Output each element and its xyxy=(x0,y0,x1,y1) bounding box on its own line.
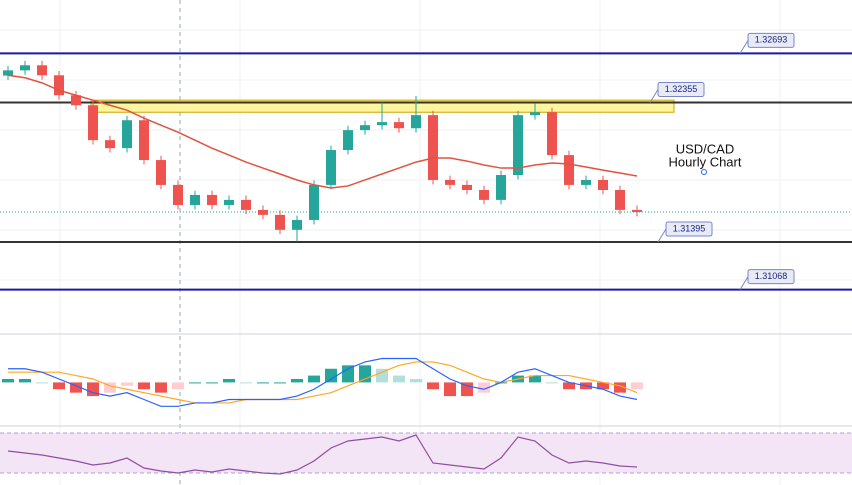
histogram-bar xyxy=(155,382,167,393)
histogram-bar xyxy=(240,382,252,384)
candle-body xyxy=(3,70,13,76)
histogram-bar xyxy=(206,382,218,384)
candle-body xyxy=(462,184,472,191)
level-label-box xyxy=(747,32,795,48)
candle-body xyxy=(632,209,642,212)
candle-body xyxy=(411,115,421,129)
candle-body xyxy=(360,125,370,131)
label-leader xyxy=(657,228,667,243)
chart-annotation: USD/CAD xyxy=(676,141,735,156)
candle-body xyxy=(547,112,557,156)
level-label-box xyxy=(657,81,705,97)
candle-body xyxy=(598,179,608,191)
histogram-bar xyxy=(257,382,269,384)
candle-body xyxy=(54,75,64,96)
histogram-bar xyxy=(427,382,439,390)
histogram-bar xyxy=(104,382,116,393)
candle-body xyxy=(105,140,115,149)
histogram-bar xyxy=(563,382,575,390)
histogram-bar xyxy=(274,382,286,384)
histogram-bar xyxy=(2,379,14,383)
chart-annotation: Hourly Chart xyxy=(669,154,742,169)
histogram-bar xyxy=(393,375,405,383)
signal-line xyxy=(8,361,638,404)
candle-body xyxy=(139,120,149,161)
histogram-bar xyxy=(342,365,354,383)
histogram-bar xyxy=(614,382,626,393)
candle-body xyxy=(224,199,234,205)
candle-body xyxy=(20,65,30,71)
macd-line xyxy=(8,357,638,407)
candle-body xyxy=(479,190,489,200)
histogram-bar xyxy=(172,382,184,390)
histogram-bar xyxy=(478,382,490,393)
candle-body xyxy=(326,150,336,185)
candle-body xyxy=(581,179,591,185)
histogram-bar xyxy=(410,379,422,383)
histogram-bar xyxy=(19,379,31,383)
level-label: 1.31068 xyxy=(755,271,788,281)
level-label-box xyxy=(665,221,713,237)
histogram-bar xyxy=(223,379,235,383)
candle-body xyxy=(394,122,404,129)
histogram-bar xyxy=(325,368,337,383)
candle-body xyxy=(564,155,574,185)
histogram-bar xyxy=(70,382,82,393)
histogram-bar xyxy=(376,368,388,383)
histogram-bar xyxy=(121,382,133,386)
candle-body xyxy=(615,190,625,210)
histogram-bar xyxy=(359,365,371,383)
histogram-bar xyxy=(36,382,48,384)
candle-body xyxy=(258,209,268,215)
candle-body xyxy=(428,115,438,180)
level-label-box xyxy=(747,269,795,285)
rsi-band xyxy=(0,433,852,473)
histogram-bar xyxy=(529,375,541,383)
candle-body xyxy=(275,214,285,230)
candle-body xyxy=(156,160,166,185)
histogram-bar xyxy=(189,382,201,384)
candle-body xyxy=(241,199,251,210)
moving-average xyxy=(7,74,638,189)
level-label: 1.31395 xyxy=(673,223,706,233)
histogram-bar xyxy=(53,382,65,390)
candle-body xyxy=(190,194,200,205)
rsi-line xyxy=(7,434,638,475)
histogram-bar xyxy=(138,382,150,390)
histogram-bar xyxy=(308,375,320,383)
histogram-bar xyxy=(631,382,643,390)
candle-body xyxy=(343,130,353,151)
candle-body xyxy=(377,122,387,126)
histogram-bar xyxy=(597,382,609,390)
histogram-bar xyxy=(546,382,558,384)
annotation-anchor xyxy=(701,169,707,175)
level-label: 1.32355 xyxy=(665,84,698,94)
candle-body xyxy=(292,219,302,230)
candle-body xyxy=(530,112,540,116)
candle-body xyxy=(71,95,81,106)
candle-body xyxy=(37,65,47,76)
label-leader xyxy=(739,276,749,290)
candle-body xyxy=(496,175,506,200)
candle-body xyxy=(445,179,455,185)
candle-body xyxy=(173,184,183,205)
histogram-bar xyxy=(291,379,303,383)
label-leader xyxy=(649,89,659,103)
candle-body xyxy=(309,184,319,220)
candle-body xyxy=(513,115,523,176)
candle-body xyxy=(122,120,132,149)
level-label: 1.32693 xyxy=(755,35,788,45)
candle-body xyxy=(88,105,98,141)
histogram-bar xyxy=(444,382,456,397)
candle-body xyxy=(207,194,217,205)
label-leader xyxy=(739,40,749,54)
